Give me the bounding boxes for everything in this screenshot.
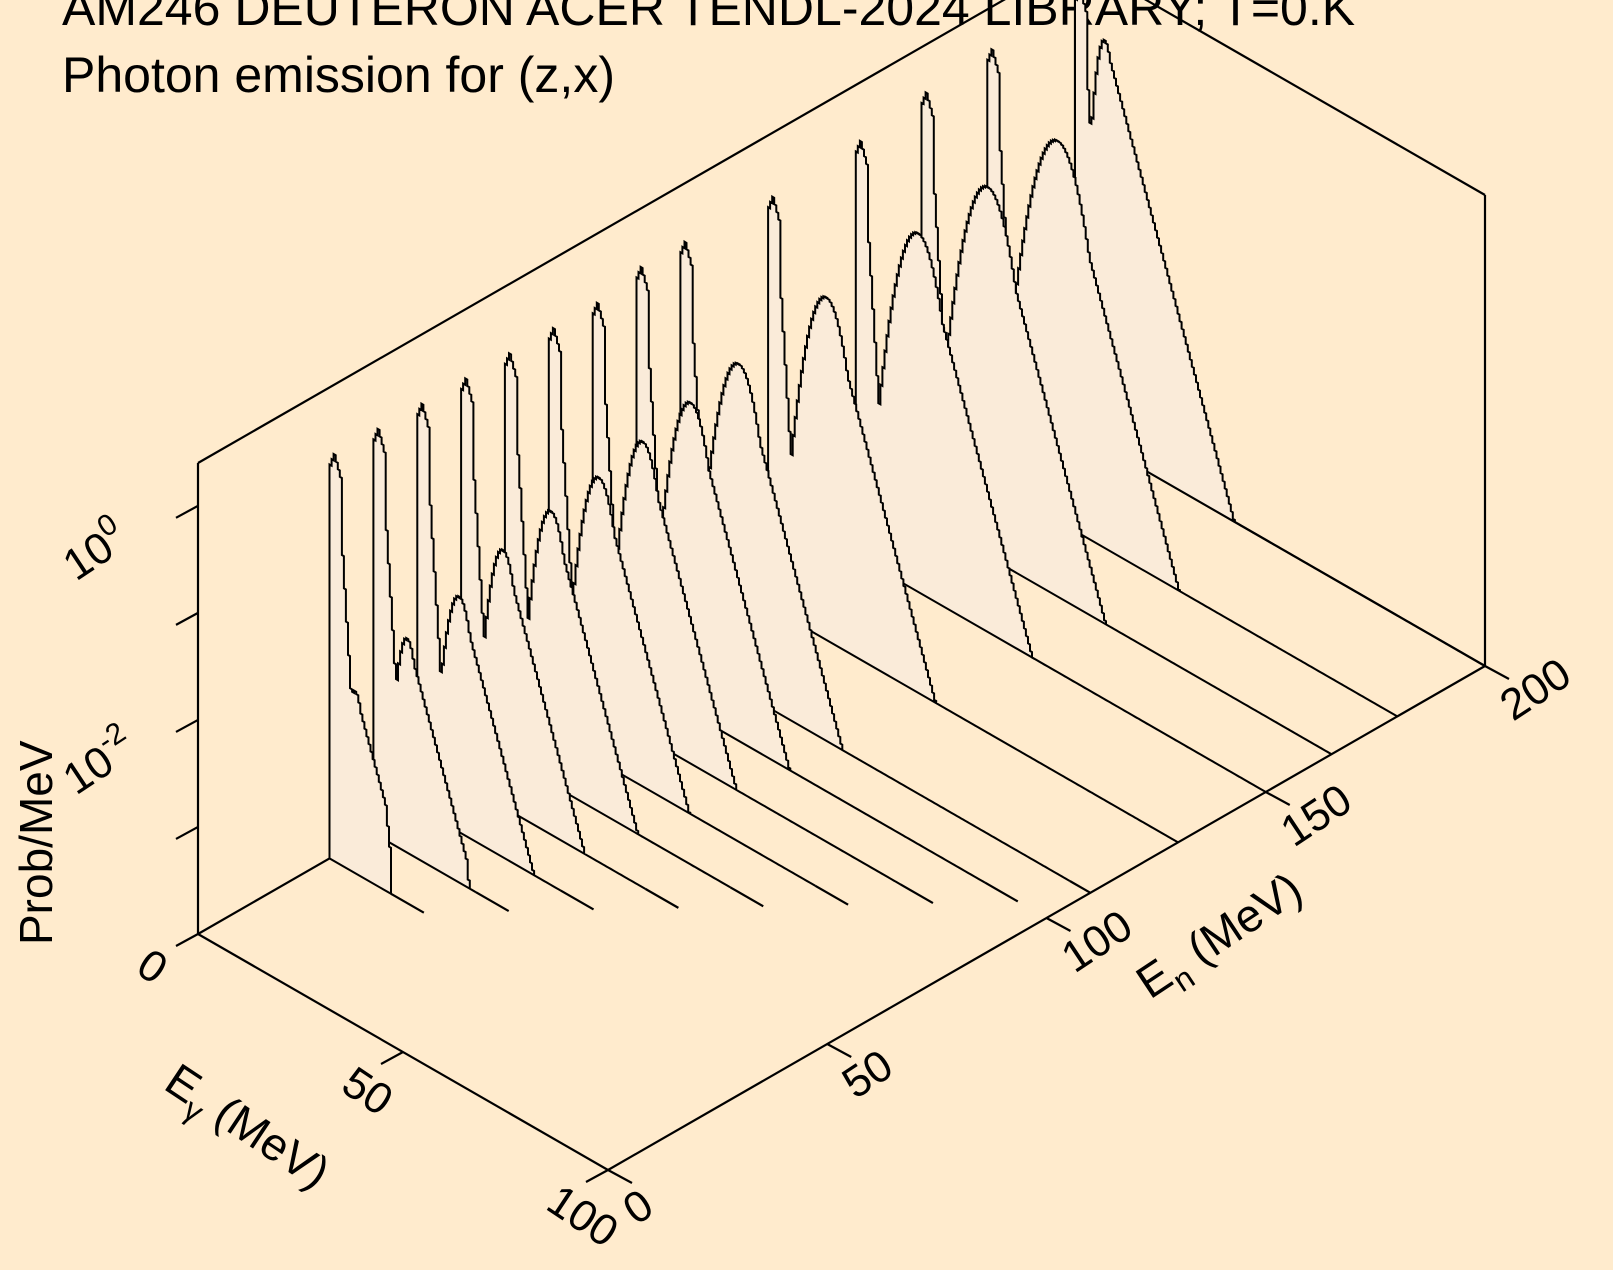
z-tick-label-0: 100 [51,507,137,590]
spectrum-en-100 [635,265,986,884]
spectrum-en-150 [854,139,1267,793]
spectrum-en-180 [986,47,1398,718]
svg-text:Eγ (MeV): Eγ (MeV) [151,1053,339,1206]
z-tick-label--2: 10-2 [51,716,145,805]
y-tick-mark-100 [1045,917,1072,932]
y-tick-label-200: 200 [1491,649,1579,730]
spectrum-en-130 [767,194,1179,844]
z-tick-mark--3 [175,825,199,840]
y-tick-label-100: 100 [1053,901,1141,982]
z-axis-label: Prob/MeV [10,740,62,945]
spectrum-en-50 [416,401,562,892]
y-tick-label-150: 150 [1272,775,1360,856]
y-tick-mark-0 [607,1169,633,1184]
x-axis-label: Eγ (MeV) [151,1053,339,1206]
spectra-group [328,0,1486,914]
y-axis-label: En (MeV) [1127,862,1316,1016]
y-tick-mark-150 [1265,791,1291,806]
y-tick-label-50: 50 [834,1040,902,1108]
spectrum-en-30 [328,452,392,896]
spectrum-en-110 [679,239,1071,882]
svg-text:En (MeV): En (MeV) [1127,862,1316,1016]
baseline-en-110 [1069,880,1091,894]
y-tick-mark-200 [1484,665,1510,680]
top-left-edge [197,0,1006,464]
spectrum-en-60 [460,376,647,890]
baseline-en-40 [475,891,510,913]
chart-title: AM246 DEUTERON ACER TENDL-2024 LIBRARY; … [62,0,1355,36]
y-tick-label-0: 0 [614,1180,662,1234]
baseline-en-70 [729,886,764,908]
x-tick-mark-50 [380,1051,404,1065]
baseline-en-90 [899,883,934,905]
top-right-edge [1144,0,1486,196]
baseline-en-30 [390,892,425,914]
x-tick-label-0: 0 [128,940,176,994]
spectrum-en-165 [920,90,1333,756]
spectrum-en-70 [503,351,731,889]
x-tick-label-50: 50 [333,1058,401,1126]
z-tick-mark-0 [175,504,199,519]
x-tick-mark-100 [585,1169,609,1183]
z-tick-mark--1 [175,611,199,626]
y-tick-mark-50 [826,1043,852,1058]
spectrum-en-200 [1074,0,1486,667]
spectrum-en-40 [372,427,477,894]
baseline-en-50 [560,889,595,911]
x-tick-label-100: 100 [538,1176,626,1257]
baseline-en-100 [984,881,1019,903]
x-tick-mark-0 [175,933,199,947]
chart-subtitle: Photon emission for (z,x) [62,47,615,103]
baseline-en-80 [814,884,849,906]
baseline-en-60 [645,888,679,909]
z-tick-mark--2 [175,718,199,733]
